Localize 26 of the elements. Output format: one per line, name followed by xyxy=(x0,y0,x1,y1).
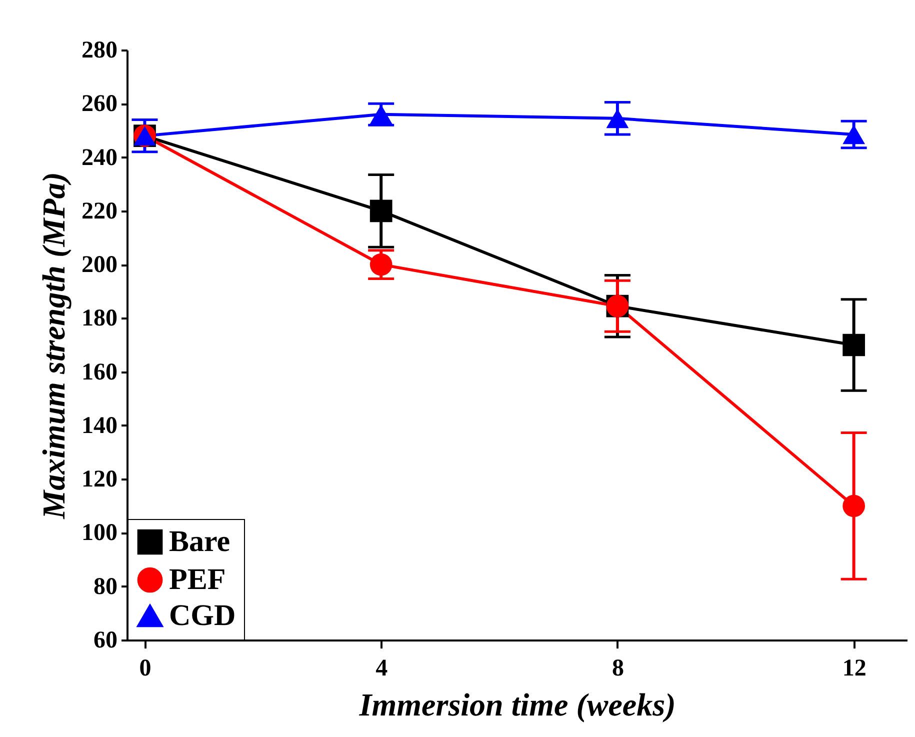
x-tick-label: 4 xyxy=(376,656,388,682)
legend-label: CGD xyxy=(169,599,236,632)
legend-label: Bare xyxy=(169,525,230,558)
point xyxy=(370,253,392,276)
y-tick-label: 160 xyxy=(82,359,118,386)
legend-label: PEF xyxy=(169,563,226,596)
y-axis-title: Maximum strength (MPa) xyxy=(36,172,72,520)
y-tick-label: 220 xyxy=(82,198,118,224)
y-tick-label: 200 xyxy=(82,252,118,278)
y-tick-label: 120 xyxy=(82,466,118,493)
x-tick-label: 0 xyxy=(139,656,152,682)
x-tick-label: 12 xyxy=(842,656,866,682)
y-tick-label: 60 xyxy=(94,628,118,654)
y-tick-label: 240 xyxy=(82,144,118,171)
y-tick-label: 260 xyxy=(82,91,118,118)
point xyxy=(606,108,629,128)
x-axis-title: Immersion time (weeks) xyxy=(358,686,676,722)
point xyxy=(842,334,865,356)
y-tick-label: 100 xyxy=(82,520,118,546)
point xyxy=(370,200,392,222)
x-tick-label: 8 xyxy=(612,656,624,682)
y-tick-label: 140 xyxy=(82,412,118,439)
y-tick-label: 180 xyxy=(82,306,118,332)
y-tick-label: 280 xyxy=(82,38,118,64)
point xyxy=(842,494,865,518)
y-tick-label: 80 xyxy=(94,574,118,600)
